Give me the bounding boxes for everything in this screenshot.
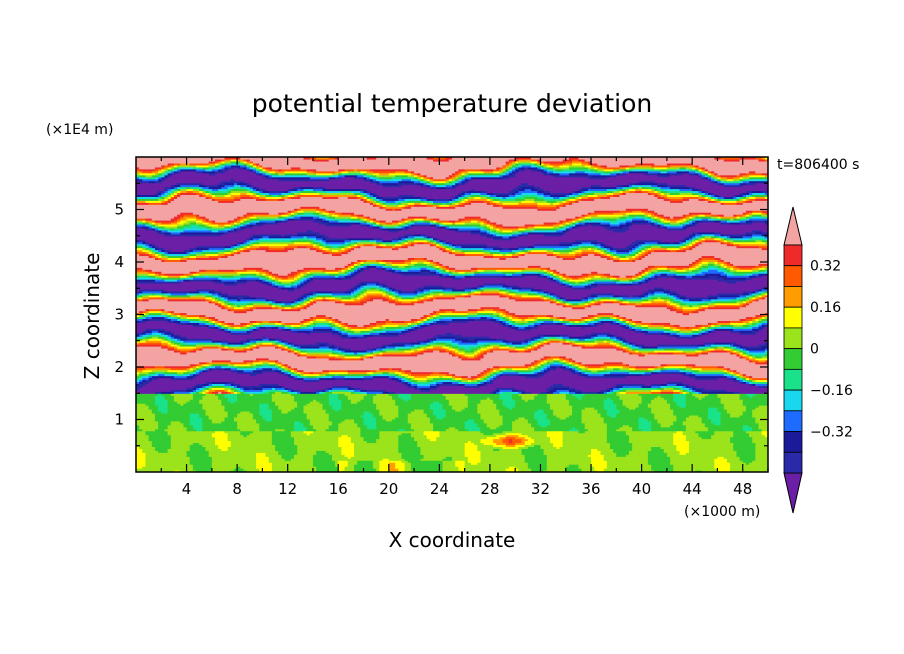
y-tick-label: 2 (114, 358, 124, 376)
colorbar-swatch (783, 265, 803, 287)
colorbar: 0.32 0.16 0 −0.16 −0.32 (783, 206, 853, 514)
x-tick-label: 4 (182, 480, 192, 498)
colorbar-swatch (783, 327, 803, 350)
colorbar-swatch (783, 348, 803, 370)
y-tick-label: 4 (114, 253, 124, 271)
colorbar-swatch (783, 389, 803, 412)
colorbar-swatch (783, 410, 803, 432)
x-tick-label: 44 (683, 480, 702, 498)
y-tick-label: 1 (114, 411, 124, 429)
x-tick-label: 16 (329, 480, 348, 498)
colorbar-swatch (783, 451, 803, 474)
x-tick-label: 24 (430, 480, 449, 498)
x-axis: 4 8 12 16 20 24 28 32 36 40 44 48 (160, 157, 769, 498)
y-axis: 1 2 3 4 5 (114, 182, 768, 447)
colorbar-swatch (783, 286, 803, 308)
x-tick-label: 48 (733, 480, 752, 498)
y-axis-label: Z coordinate (80, 253, 104, 380)
x-tick-label: 12 (278, 480, 297, 498)
x-tick-label: 20 (379, 480, 398, 498)
colorbar-tick-label: −0.32 (810, 425, 853, 441)
colorbar-swatch (783, 368, 803, 391)
x-tick-label: 8 (232, 480, 242, 498)
colorbar-swatch (783, 244, 803, 267)
colorbar-swatch (783, 306, 803, 329)
chart-title: potential temperature deviation (252, 89, 652, 118)
colorbar-tick-label: 0 (810, 342, 819, 358)
colorbar-swatch (783, 431, 803, 453)
y-tick-label: 3 (114, 306, 124, 324)
colorbar-tick-label: 0.16 (810, 300, 841, 316)
plot-area (136, 157, 768, 472)
time-label: t=806400 s (777, 157, 859, 173)
y-unit-label: (×1E4 m) (46, 122, 113, 138)
x-tick-label: 32 (531, 480, 550, 498)
colorbar-bottom-arrow (783, 472, 803, 514)
x-tick-label: 28 (480, 480, 499, 498)
x-tick-label: 40 (632, 480, 651, 498)
x-axis-label: X coordinate (389, 528, 516, 552)
colorbar-tick-label: −0.16 (810, 383, 853, 399)
x-unit-label: (×1000 m) (684, 504, 760, 520)
y-tick-label: 5 (114, 201, 124, 219)
colorbar-tick-label: 0.32 (810, 259, 841, 275)
colorbar-top-arrow (783, 206, 803, 246)
x-tick-label: 36 (581, 480, 600, 498)
